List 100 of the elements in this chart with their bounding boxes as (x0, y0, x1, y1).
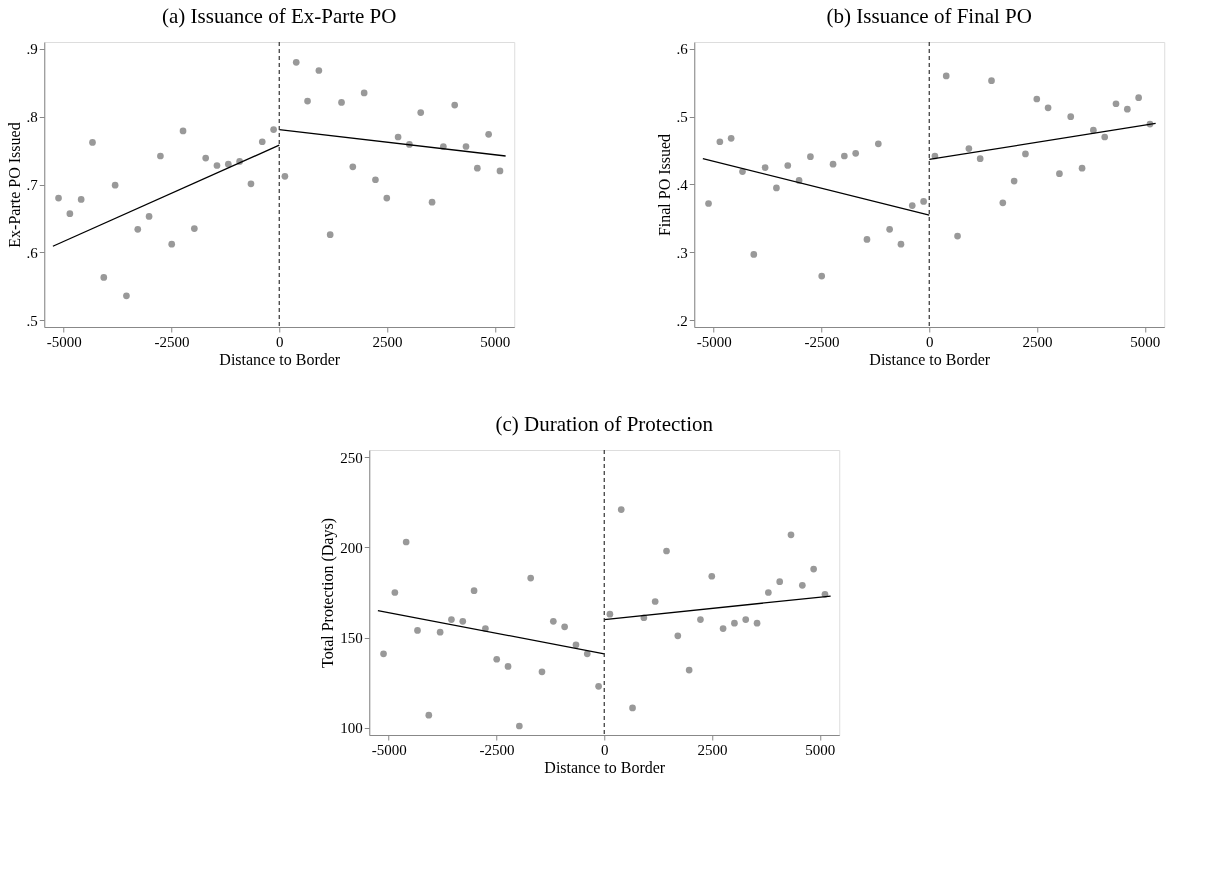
point (380, 650, 387, 658)
point (807, 153, 814, 161)
point (1078, 164, 1086, 172)
point (731, 619, 738, 627)
point (874, 140, 882, 148)
point (685, 666, 693, 674)
point (224, 160, 232, 168)
x-tick-label: 2500 (697, 741, 728, 758)
y-tick-label: .7 (26, 177, 39, 193)
point (988, 77, 995, 85)
chart-title: (a) Issuance of Ex-Parte PO (162, 4, 397, 29)
y-tick-label: 200 (340, 539, 363, 556)
point (1101, 133, 1109, 141)
point (414, 627, 421, 634)
x-tick-label: 5000 (480, 333, 511, 350)
y-tick-label: .5 (26, 312, 38, 329)
y-tick-label: 250 (340, 449, 363, 466)
point (629, 704, 636, 712)
point (750, 251, 758, 258)
point (473, 164, 481, 172)
point (617, 506, 625, 513)
point (716, 138, 724, 146)
point (66, 210, 74, 218)
point (391, 589, 399, 596)
point (965, 145, 973, 152)
point (493, 655, 501, 663)
point (697, 616, 704, 623)
point (1022, 150, 1029, 158)
point (515, 722, 523, 730)
point (942, 72, 950, 80)
point (436, 628, 444, 636)
point (727, 135, 735, 142)
y-tick-label: .4 (676, 177, 689, 193)
y-tick-label: .6 (676, 41, 689, 58)
point (787, 531, 795, 539)
x-tick-label: -5000 (371, 741, 407, 758)
x-tick-label: 5000 (805, 741, 836, 758)
point (705, 200, 712, 207)
y-axis-title: Total Protection (Days) (319, 518, 338, 668)
point (459, 618, 467, 625)
point (89, 139, 96, 146)
point (798, 581, 806, 589)
point (920, 198, 927, 205)
point (1067, 113, 1075, 120)
point (606, 610, 614, 618)
point (674, 632, 682, 640)
point (708, 572, 716, 580)
point (976, 155, 984, 163)
point (270, 126, 277, 133)
point (281, 173, 289, 180)
point (428, 198, 436, 206)
point (527, 574, 535, 582)
point (840, 152, 848, 160)
point (179, 127, 187, 135)
point (425, 711, 433, 719)
point (448, 616, 455, 623)
x-tick-label: 5000 (1130, 333, 1161, 350)
x-tick-label: 2500 (372, 333, 403, 350)
point (190, 225, 198, 232)
point (451, 101, 459, 109)
point (315, 67, 323, 74)
point (462, 143, 470, 150)
y-tick-label: 150 (340, 630, 363, 647)
x-tick-label: -5000 (46, 333, 82, 350)
point (829, 160, 837, 168)
point (417, 109, 425, 116)
x-tick-label: -2500 (804, 333, 840, 350)
point (1123, 105, 1131, 113)
point (326, 231, 334, 239)
point (908, 202, 916, 209)
y-axis-title: Ex-Parte PO Issued (5, 122, 23, 248)
y-axis-title: Final PO Issued (655, 133, 673, 237)
point (100, 274, 108, 281)
x-axis-title: Distance to Border (544, 758, 666, 776)
point (213, 162, 221, 169)
point (157, 152, 164, 160)
point (470, 587, 478, 595)
point (402, 538, 410, 546)
point (852, 149, 860, 157)
point (753, 619, 761, 627)
point (1056, 170, 1063, 177)
point (742, 616, 750, 623)
point (954, 232, 961, 240)
point (258, 138, 266, 146)
x-tick-label: 0 (926, 333, 934, 350)
point (304, 97, 311, 105)
point (111, 181, 119, 189)
point (1044, 104, 1052, 112)
x-tick-label: -2500 (154, 333, 190, 350)
point (338, 99, 345, 106)
point (372, 176, 379, 184)
point (999, 199, 1007, 207)
y-tick-label: .2 (676, 312, 688, 329)
point (595, 682, 602, 690)
point (292, 59, 300, 66)
point (719, 625, 727, 632)
x-tick-label: 0 (276, 333, 284, 350)
point (538, 668, 546, 676)
point (863, 236, 871, 243)
point (394, 133, 402, 141)
